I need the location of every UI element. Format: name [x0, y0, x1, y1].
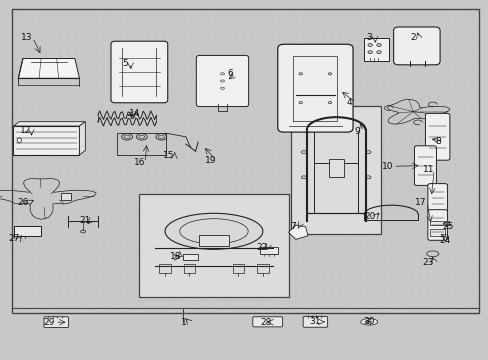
Text: 26: 26 — [18, 198, 29, 207]
Bar — [257, 264, 268, 273]
FancyBboxPatch shape — [277, 44, 352, 132]
Text: 30: 30 — [363, 318, 374, 326]
Text: 11: 11 — [422, 165, 433, 174]
Bar — [183, 264, 195, 273]
Text: 28: 28 — [260, 318, 272, 327]
Text: 31: 31 — [309, 318, 321, 326]
Ellipse shape — [376, 44, 381, 46]
Text: 20: 20 — [363, 212, 375, 221]
Bar — [139, 194, 288, 297]
Bar — [61, 193, 71, 200]
Text: 13: 13 — [21, 33, 33, 42]
Bar — [199, 235, 228, 246]
Text: 25: 25 — [441, 222, 453, 231]
Polygon shape — [19, 58, 79, 78]
Polygon shape — [13, 126, 79, 155]
FancyBboxPatch shape — [427, 210, 447, 240]
Bar — [429, 221, 448, 225]
Text: 3: 3 — [366, 33, 371, 42]
Text: 4: 4 — [346, 98, 352, 107]
Bar — [117, 133, 166, 155]
Bar — [260, 247, 277, 254]
Bar — [328, 159, 343, 177]
Text: 2: 2 — [409, 33, 415, 42]
Text: 18: 18 — [170, 252, 182, 261]
Text: 15: 15 — [163, 151, 174, 160]
Text: 21: 21 — [79, 216, 91, 225]
Text: 8: 8 — [434, 136, 440, 145]
Bar — [364, 38, 388, 61]
Bar — [232, 264, 244, 273]
Text: 14: 14 — [128, 109, 140, 118]
Ellipse shape — [376, 51, 381, 54]
Text: 24: 24 — [438, 236, 450, 245]
Ellipse shape — [367, 44, 372, 46]
FancyBboxPatch shape — [303, 316, 327, 327]
Polygon shape — [79, 122, 85, 155]
Text: 17: 17 — [414, 198, 426, 207]
Text: 10: 10 — [381, 162, 392, 171]
Text: 9: 9 — [353, 127, 359, 136]
Ellipse shape — [360, 319, 377, 325]
Text: 12: 12 — [20, 126, 31, 135]
Text: 23: 23 — [422, 258, 433, 266]
Text: 19: 19 — [204, 156, 216, 165]
FancyBboxPatch shape — [44, 317, 68, 328]
Text: 27: 27 — [8, 234, 20, 243]
Bar — [290, 106, 381, 234]
Text: 22: 22 — [255, 243, 267, 252]
Bar — [429, 229, 444, 236]
Text: 16: 16 — [133, 158, 145, 167]
FancyBboxPatch shape — [196, 55, 248, 107]
FancyBboxPatch shape — [427, 184, 447, 212]
Bar — [183, 254, 198, 260]
Text: 5: 5 — [122, 58, 127, 68]
Polygon shape — [13, 122, 85, 126]
Bar — [14, 226, 41, 236]
Text: 1: 1 — [180, 318, 186, 327]
Ellipse shape — [367, 51, 372, 54]
Ellipse shape — [164, 213, 263, 249]
FancyBboxPatch shape — [425, 113, 449, 160]
FancyBboxPatch shape — [414, 146, 436, 185]
Polygon shape — [288, 225, 307, 239]
FancyBboxPatch shape — [393, 27, 439, 65]
Bar — [159, 264, 171, 273]
FancyBboxPatch shape — [252, 317, 282, 327]
Text: 7: 7 — [290, 222, 296, 231]
FancyBboxPatch shape — [111, 41, 167, 103]
Text: 6: 6 — [226, 69, 232, 78]
Bar — [12, 9, 478, 313]
Text: 29: 29 — [43, 318, 55, 327]
